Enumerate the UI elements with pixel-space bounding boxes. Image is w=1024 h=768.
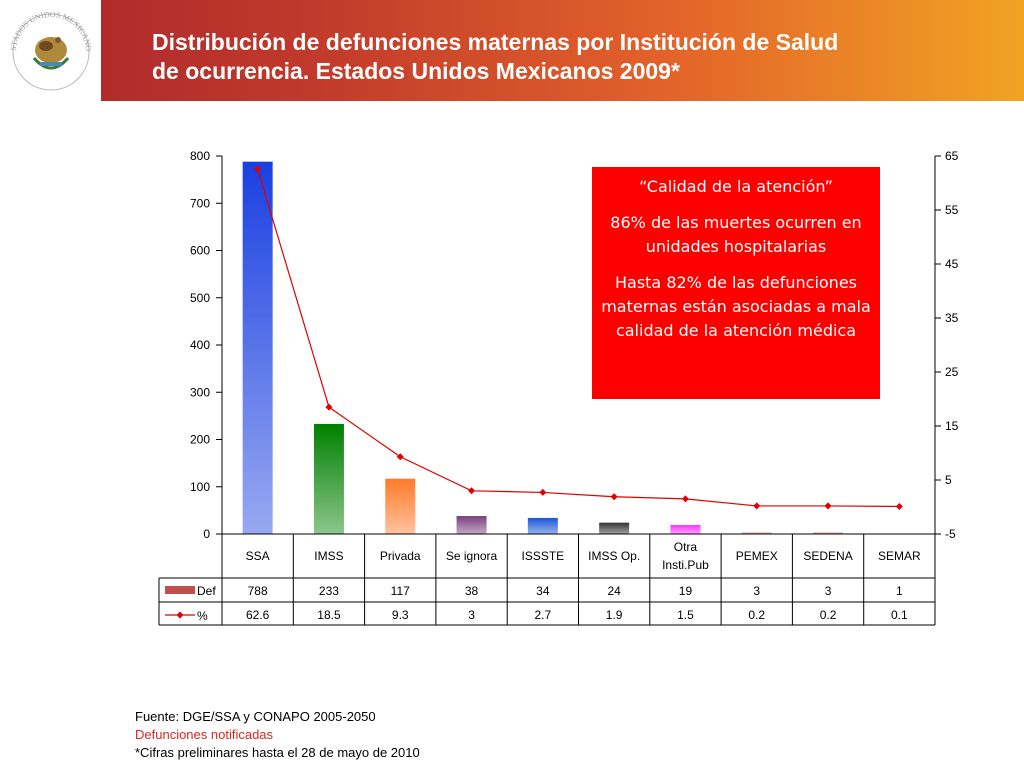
category-label: Privada — [380, 549, 421, 563]
page-title: Distribución de defunciones maternas por… — [152, 28, 912, 86]
footer-source: Fuente: DGE/SSA y CONAPO 2005-2050 — [135, 709, 376, 724]
national-seal-icon: ESTADOS UNIDOS MEXICANOS — [0, 0, 93, 91]
def-value: 233 — [319, 584, 339, 598]
percent-polyline — [257, 168, 900, 508]
bars — [242, 161, 915, 535]
percent-marker — [681, 495, 689, 503]
percent-legend-label: % — [197, 609, 208, 623]
percent-marker — [539, 488, 547, 496]
right-tick-label: -5 — [945, 527, 956, 541]
percent-marker — [610, 493, 618, 501]
logo-box: ESTADOS UNIDOS MEXICANOS — [0, 0, 101, 101]
percent-marker — [468, 487, 476, 495]
def-value: 117 — [391, 584, 410, 598]
right-tick-label: 65 — [945, 149, 959, 163]
percent-value: 2.7 — [535, 608, 552, 622]
def-legend-label: Def — [197, 584, 216, 598]
def-value: 1 — [896, 584, 903, 598]
def-value: 38 — [465, 584, 479, 598]
percent-marker — [895, 502, 903, 510]
right-tick-label: 35 — [945, 311, 959, 325]
def-value: 788 — [248, 584, 268, 598]
right-tick-label: 55 — [945, 203, 959, 217]
right-tick-label: 15 — [945, 419, 959, 433]
category-label: PEMEX — [736, 549, 778, 563]
title-line-2: de ocurrencia. Estados Unidos Mexicanos … — [152, 58, 680, 84]
percent-value: 0.1 — [891, 608, 908, 622]
percent-marker — [753, 502, 761, 510]
category-label: IMSS — [314, 549, 343, 563]
def-legend-swatch — [165, 586, 195, 594]
percent-marker — [824, 502, 832, 510]
left-tick-label: 500 — [190, 291, 210, 305]
right-tick-label: 25 — [945, 365, 959, 379]
bar-sedena — [813, 532, 844, 534]
percent-marker — [254, 165, 262, 173]
bar-issste — [527, 517, 558, 534]
callout-line-3: Hasta 82% de las defunciones maternas es… — [601, 273, 871, 340]
category-label: SEDENA — [803, 549, 852, 563]
left-tick-label: 100 — [190, 480, 210, 494]
def-value: 19 — [679, 584, 693, 598]
header-banner: ESTADOS UNIDOS MEXICANOS Distribución de… — [0, 0, 1024, 101]
callout-line-2: 86% de las muertes ocurren en unidades h… — [610, 213, 862, 256]
bar-otra-insti-pub — [670, 525, 701, 534]
bar-imss-op- — [599, 522, 630, 534]
bar-pemex — [741, 532, 772, 534]
category-label: Se ignora — [446, 549, 498, 563]
def-value: 3 — [753, 584, 760, 598]
callout-quote: “Calidad de la atención” — [639, 177, 833, 196]
left-tick-label: 600 — [190, 244, 210, 258]
right-tick-label: 5 — [945, 473, 952, 487]
percent-marker — [325, 403, 333, 411]
bar-ssa — [242, 161, 273, 535]
bar-privada — [385, 478, 416, 534]
def-value: 3 — [825, 584, 832, 598]
percent-value: 62.6 — [246, 608, 270, 622]
right-tick-label: 45 — [945, 257, 959, 271]
callout-box: “Calidad de la atención” 86% de las muer… — [592, 167, 880, 399]
percent-value: 3 — [468, 608, 475, 622]
bar-imss — [313, 423, 344, 534]
left-tick-label: 300 — [190, 385, 210, 399]
percent-value: 1.9 — [606, 608, 623, 622]
category-label: SSA — [246, 549, 270, 563]
percent-legend-marker — [176, 611, 184, 619]
data-table: SSA IMSS Privada Se ignora ISSSTE IMSS Op. Otr… — [158, 533, 936, 626]
percent-value: 9.3 — [392, 608, 409, 622]
left-tick-label: 700 — [190, 196, 210, 210]
category-label: SEMAR — [878, 549, 921, 563]
percent-value: 0.2 — [820, 608, 837, 622]
left-tick-label: 200 — [190, 433, 210, 447]
category-label: Otra Insti.Pub — [662, 540, 709, 572]
percent-line — [254, 165, 903, 510]
left-tick-label: 0 — [203, 527, 210, 541]
category-label: IMSS Op. — [588, 549, 640, 563]
percent-value: 1.5 — [677, 608, 694, 622]
def-value: 34 — [536, 584, 550, 598]
axes: 0 100 200 300 400 500 600 700 800 -5 5 15 25 35 45 55 65 — [190, 149, 959, 541]
def-value: 24 — [607, 584, 621, 598]
footer: Fuente: DGE/SSA y CONAPO 2005-2050 Defun… — [135, 708, 420, 762]
left-tick-label: 400 — [190, 338, 210, 352]
percent-marker — [396, 453, 404, 461]
footer-note-1: Defunciones notificadas — [135, 727, 274, 742]
percent-value: 0.2 — [748, 608, 765, 622]
percent-value: 18.5 — [317, 608, 341, 622]
bar-se-ignora — [456, 516, 487, 534]
category-label: ISSSTE — [522, 549, 565, 563]
title-line-1: Distribución de defunciones maternas por… — [152, 29, 839, 55]
footer-note-2: *Cifras preliminares hasta el 28 de mayo… — [135, 745, 420, 760]
left-tick-label: 800 — [190, 149, 210, 163]
